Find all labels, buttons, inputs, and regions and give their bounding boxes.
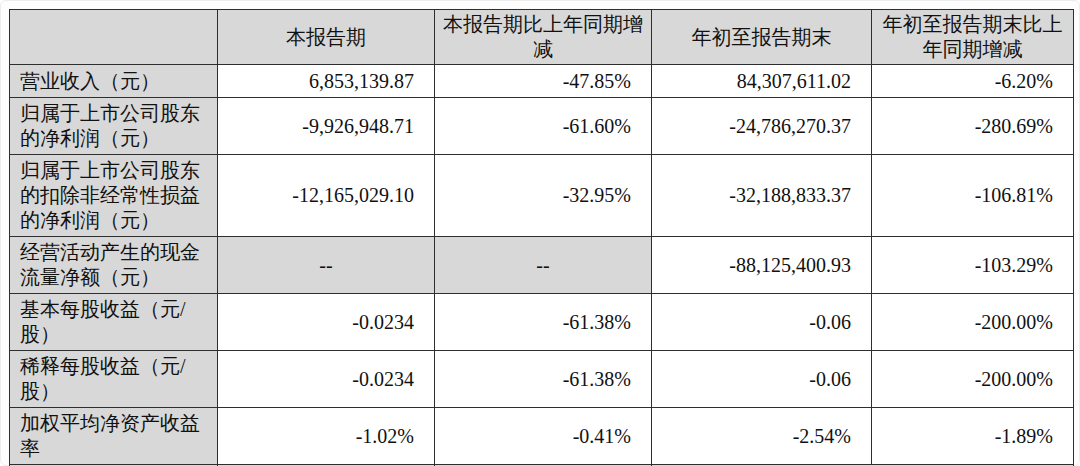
row-label: 归属于上市公司股东的扣除非经常性损益的净利润（元） [10,155,218,237]
table-row-basic-eps: 基本每股收益（元/股） -0.0234 -61.38% -0.06 -200.0… [10,294,1074,351]
cell-value: -1.89% [872,408,1074,465]
financial-summary-table: 本报告期 本报告期比上年同期增减 年初至报告期末 年初至报告期末比上年同期增减 … [9,9,1074,466]
cell-value: -2.54% [652,408,872,465]
row-label: 经营活动产生的现金流量净额（元） [10,237,218,294]
header-yoy-change: 本报告期比上年同期增减 [435,10,652,65]
cell-value: -0.41% [435,408,652,465]
row-label: 基本每股收益（元/股） [10,294,218,351]
cell-value: -280.69% [872,98,1074,155]
cell-value: -0.0234 [218,351,435,408]
table-row-net-profit: 归属于上市公司股东的净利润（元） -9,926,948.71 -61.60% -… [10,98,1074,155]
cell-value: -88,125,400.93 [652,237,872,294]
cell-value: -61.38% [435,294,652,351]
cell-value: -61.38% [435,351,652,408]
header-ytd: 年初至报告期末 [652,10,872,65]
header-blank-cell [10,10,218,65]
cell-value-dash: -- [218,237,435,294]
table-row-revenue: 营业收入（元） 6,853,139.87 -47.85% 84,307,611.… [10,65,1074,98]
row-label: 加权平均净资产收益率 [10,408,218,465]
table-row-diluted-eps: 稀释每股收益（元/股） -0.0234 -61.38% -0.06 -200.0… [10,351,1074,408]
table-row-weighted-avg-roe: 加权平均净资产收益率 -1.02% -0.41% -2.54% -1.89% [10,408,1074,465]
cell-value: -1.02% [218,408,435,465]
cell-value: -200.00% [872,351,1074,408]
cell-value: 6,853,139.87 [218,65,435,98]
cell-value: -0.06 [652,294,872,351]
cell-value: -24,786,270.37 [652,98,872,155]
cell-value: -61.60% [435,98,652,155]
table-row-net-profit-deducted: 归属于上市公司股东的扣除非经常性损益的净利润（元） -12,165,029.10… [10,155,1074,237]
financial-report-page: 本报告期 本报告期比上年同期增减 年初至报告期末 年初至报告期末比上年同期增减 … [0,0,1080,466]
cell-value-dash: -- [435,237,652,294]
table-header-row: 本报告期 本报告期比上年同期增减 年初至报告期末 年初至报告期末比上年同期增减 [10,10,1074,65]
cell-value: -0.06 [652,351,872,408]
row-label: 稀释每股收益（元/股） [10,351,218,408]
header-current-period: 本报告期 [218,10,435,65]
header-ytd-yoy-change: 年初至报告期末比上年同期增减 [872,10,1074,65]
cell-value: -106.81% [872,155,1074,237]
cell-value: -32.95% [435,155,652,237]
cell-value: -9,926,948.71 [218,98,435,155]
cell-value: 84,307,611.02 [652,65,872,98]
cell-value: -200.00% [872,294,1074,351]
cell-value: -0.0234 [218,294,435,351]
cell-value: -103.29% [872,237,1074,294]
cell-value: -32,188,833.37 [652,155,872,237]
cell-value: -47.85% [435,65,652,98]
table-row-operating-cash-flow: 经营活动产生的现金流量净额（元） -- -- -88,125,400.93 -1… [10,237,1074,294]
cell-value: -12,165,029.10 [218,155,435,237]
row-label: 营业收入（元） [10,65,218,98]
cell-value: -6.20% [872,65,1074,98]
row-label: 归属于上市公司股东的净利润（元） [10,98,218,155]
